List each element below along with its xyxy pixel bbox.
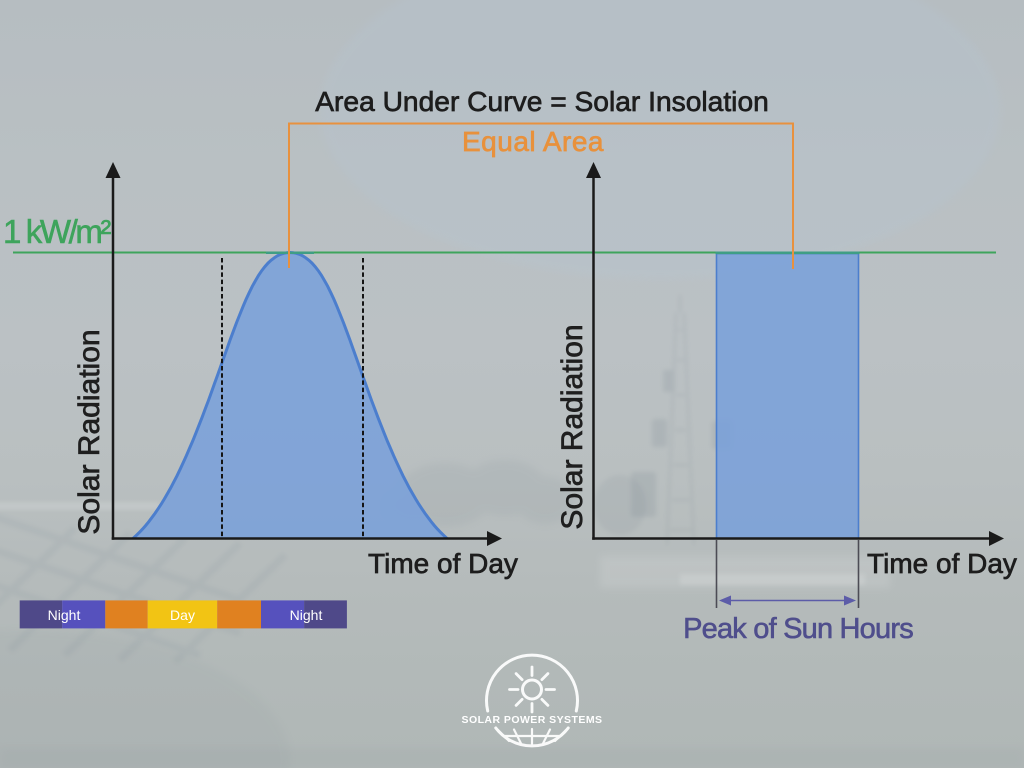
svg-text:Peak of Sun Hours: Peak of Sun Hours — [683, 613, 913, 645]
svg-text:Day: Day — [170, 607, 195, 623]
svg-text:Equal Area: Equal Area — [462, 126, 604, 157]
svg-text:Night: Night — [48, 607, 81, 623]
svg-text:Solar Radiation: Solar Radiation — [73, 329, 106, 534]
svg-text:SOLAR POWER SYSTEMS: SOLAR POWER SYSTEMS — [462, 714, 603, 726]
svg-text:Time of Day: Time of Day — [867, 548, 1017, 579]
svg-text:Time of Day: Time of Day — [368, 548, 518, 579]
svg-text:Area Under Curve = Solar Insol: Area Under Curve = Solar Insolation — [315, 85, 769, 117]
svg-text:Night: Night — [290, 607, 323, 623]
svg-text:1 kW/m²: 1 kW/m² — [3, 213, 111, 250]
svg-text:Solar Radiation: Solar Radiation — [556, 324, 589, 529]
